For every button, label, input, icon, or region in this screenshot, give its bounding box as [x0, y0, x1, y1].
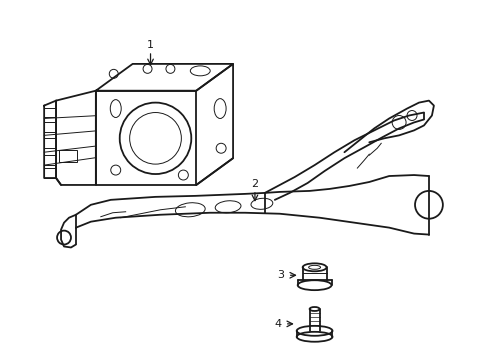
Text: 2: 2: [251, 179, 258, 189]
Bar: [44, 138, 56, 148]
Text: 1: 1: [147, 40, 154, 50]
Bar: [44, 122, 56, 132]
Text: 3: 3: [277, 270, 284, 280]
Text: 4: 4: [274, 319, 281, 329]
Bar: [59, 150, 77, 162]
Bar: [44, 168, 56, 178]
Bar: [44, 155, 56, 165]
Bar: [44, 108, 56, 117]
